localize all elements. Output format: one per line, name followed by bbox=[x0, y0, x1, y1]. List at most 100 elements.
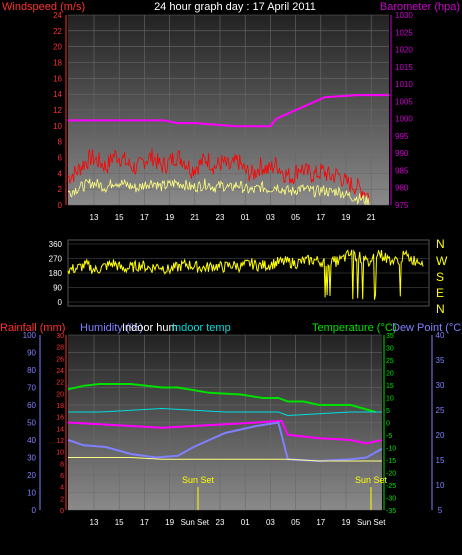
wind-tick-label: 14 bbox=[53, 90, 62, 99]
wind-tick-label: 8 bbox=[58, 138, 63, 147]
chart-title: 24 hour graph day : 17 April 2011 bbox=[154, 1, 316, 13]
humidity-tick-label: 0 bbox=[60, 508, 64, 515]
wind-x-tick-label: 05 bbox=[291, 213, 300, 222]
rainfall-tick-label: 90 bbox=[27, 349, 36, 358]
humidity-line bbox=[67, 419, 383, 445]
wind-x-tick-label: 19 bbox=[342, 213, 351, 222]
dewpoint-tick-label: 20 bbox=[436, 431, 445, 440]
barometer-tick-label: 985 bbox=[395, 166, 409, 175]
dewpoint-tick-label: 35 bbox=[436, 356, 445, 365]
wind-x-tick-label: 03 bbox=[266, 213, 275, 222]
dew-point-line bbox=[67, 421, 383, 463]
direction-series bbox=[67, 249, 424, 300]
rainfall-tick-label: 60 bbox=[27, 401, 36, 410]
sunset-label-1: Sun Set bbox=[182, 475, 215, 485]
weather-x-tick-label: 19 bbox=[165, 518, 174, 527]
humidity-tick-label: 14 bbox=[56, 426, 64, 433]
wind-x-tick-label: 17 bbox=[140, 213, 149, 222]
weather-x-tick-label: Sun Set bbox=[357, 518, 386, 527]
humidity-tick-label: 24 bbox=[56, 368, 64, 375]
dewpoint-tick-label: 40 bbox=[436, 331, 445, 340]
wind-x-tick-label: 21 bbox=[367, 213, 376, 222]
axes: 0246810121416182022249759809859909951000… bbox=[23, 11, 445, 527]
weather-x-tick-label: 03 bbox=[266, 518, 275, 527]
weather-x-tick-label: 19 bbox=[342, 518, 351, 527]
rainfall-tick-label: 80 bbox=[27, 366, 36, 375]
rainfall-tick-label: 0 bbox=[32, 506, 37, 515]
humidity-tick-label: 12 bbox=[56, 438, 64, 445]
wind-tick-label: 0 bbox=[58, 201, 63, 210]
weather-x-tick-label: Sun Set bbox=[181, 518, 210, 527]
barometer-tick-label: 1025 bbox=[395, 28, 413, 37]
rainfall-tick-label: 20 bbox=[27, 471, 36, 480]
direction-tick-label: 360 bbox=[49, 240, 63, 249]
wind-average-line bbox=[67, 178, 370, 206]
direction-tick-label: 0 bbox=[58, 298, 63, 307]
wind-x-tick-label: 15 bbox=[115, 213, 124, 222]
temperature-tick-label: 10 bbox=[386, 396, 394, 403]
direction-tick-label: 180 bbox=[49, 269, 63, 278]
humidity-tick-label: 8 bbox=[60, 461, 64, 468]
wind-x-tick-label: 23 bbox=[216, 213, 225, 222]
barometer-tick-label: 1010 bbox=[395, 80, 413, 89]
dewpoint-tick-label: 15 bbox=[436, 456, 445, 465]
weather-x-tick-label: 01 bbox=[241, 518, 250, 527]
humidity-tick-label: 6 bbox=[60, 473, 64, 480]
wind-x-tick-label: 17 bbox=[316, 213, 325, 222]
humidity-tick-label: 30 bbox=[56, 333, 64, 340]
sunset-label-2: Sun Set bbox=[355, 475, 388, 485]
wind-tick-label: 16 bbox=[53, 74, 62, 83]
barometer-line bbox=[68, 94, 389, 128]
wind-direction-line bbox=[67, 249, 424, 300]
dir-label-w: W bbox=[436, 254, 448, 268]
wind-tick-label: 6 bbox=[58, 154, 63, 163]
dewpoint-tick-label: 5 bbox=[438, 506, 443, 515]
temperature-label: Temperature (°C) bbox=[312, 322, 396, 334]
temperature-tick-label: 5 bbox=[386, 408, 390, 415]
wind-tick-label: 2 bbox=[58, 185, 63, 194]
rainfall-tick-label: 30 bbox=[27, 454, 36, 463]
humidity-tick-label: 18 bbox=[56, 403, 64, 410]
weather-x-tick-label: 17 bbox=[140, 518, 149, 527]
rainfall-tick-label: 50 bbox=[27, 419, 36, 428]
dewpoint-tick-label: 25 bbox=[436, 406, 445, 415]
temperature-tick-label: 25 bbox=[386, 358, 394, 365]
temperature-tick-label: -15 bbox=[386, 458, 396, 465]
temperature-tick-label: 30 bbox=[386, 346, 394, 353]
dewpoint-tick-label: 30 bbox=[436, 381, 445, 390]
dew-point-label: Dew Point (°C) bbox=[392, 322, 462, 334]
wind-x-tick-label: 19 bbox=[165, 213, 174, 222]
temperature-tick-label: -20 bbox=[386, 471, 396, 478]
dir-label-s: S bbox=[436, 270, 444, 284]
humidity-tick-label: 4 bbox=[60, 485, 64, 492]
direction-tick-label: 90 bbox=[53, 284, 62, 293]
humidity-tick-label: 2 bbox=[60, 496, 64, 503]
dir-label-e: E bbox=[436, 286, 444, 300]
dewpoint-tick-label: 10 bbox=[436, 481, 445, 490]
temperature-tick-label: -5 bbox=[386, 433, 392, 440]
humidity-tick-label: 28 bbox=[56, 345, 64, 352]
wind-tick-label: 4 bbox=[58, 169, 63, 178]
wind-tick-label: 22 bbox=[53, 27, 62, 36]
indoor-hum-label: Indoor hum bbox=[122, 322, 178, 334]
weather-x-tick-label: 23 bbox=[216, 518, 225, 527]
rainfall-tick-label: 100 bbox=[23, 331, 37, 340]
temperature-tick-label: -10 bbox=[386, 446, 396, 453]
barometer-axis-title: Barometer (hpa) bbox=[380, 1, 460, 13]
temperature-tick-label: 20 bbox=[386, 371, 394, 378]
wind-x-tick-label: 01 bbox=[241, 213, 250, 222]
weather-x-tick-label: 05 bbox=[291, 518, 300, 527]
wind-x-tick-label: 21 bbox=[190, 213, 199, 222]
temperature-tick-label: -25 bbox=[386, 483, 396, 490]
temperature-tick-label: 35 bbox=[386, 333, 394, 340]
grid-lines bbox=[68, 14, 429, 511]
temperature-tick-label: -35 bbox=[386, 508, 396, 515]
humidity-tick-label: 16 bbox=[56, 415, 64, 422]
weather-x-tick-label: 15 bbox=[115, 518, 124, 527]
wind-tick-label: 18 bbox=[53, 59, 62, 68]
rainfall-label: Rainfall (mm) bbox=[0, 322, 65, 334]
indoor-hum-line bbox=[68, 457, 382, 462]
barometer-tick-label: 975 bbox=[395, 201, 409, 210]
barometer-tick-label: 1005 bbox=[395, 97, 413, 106]
